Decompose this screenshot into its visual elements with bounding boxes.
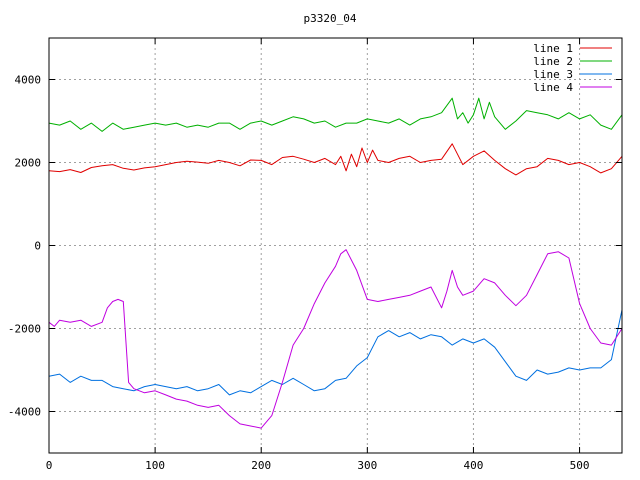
axis-ticks: 0 100 200 300 400 500 -4000 -2000 0 2000 4000 [8, 38, 622, 472]
x-tick-label: 200 [251, 459, 271, 472]
legend-label-1: line 1 [533, 42, 573, 55]
y-tick-label: 4000 [15, 74, 42, 87]
y-tick-label: -4000 [8, 406, 41, 419]
legend-label-4: line 4 [533, 81, 573, 94]
x-tick-label: 300 [357, 459, 377, 472]
x-tick-label: 100 [145, 459, 165, 472]
y-tick-label: 0 [34, 240, 41, 253]
chart-title: p3320_04 [304, 12, 357, 25]
x-tick-label: 400 [464, 459, 484, 472]
series-line-2 [48, 97, 623, 132]
series-line-4 [48, 249, 623, 429]
series-line-1 [48, 143, 623, 176]
legend-label-3: line 3 [533, 68, 573, 81]
x-tick-label: 500 [570, 459, 590, 472]
series-line-3 [48, 309, 623, 396]
series-lines [48, 97, 623, 429]
y-tick-label: 2000 [15, 157, 42, 170]
legend-label-2: line 2 [533, 55, 573, 68]
grid [48, 38, 622, 453]
y-tick-label: -2000 [8, 323, 41, 336]
x-tick-label: 0 [46, 459, 53, 472]
